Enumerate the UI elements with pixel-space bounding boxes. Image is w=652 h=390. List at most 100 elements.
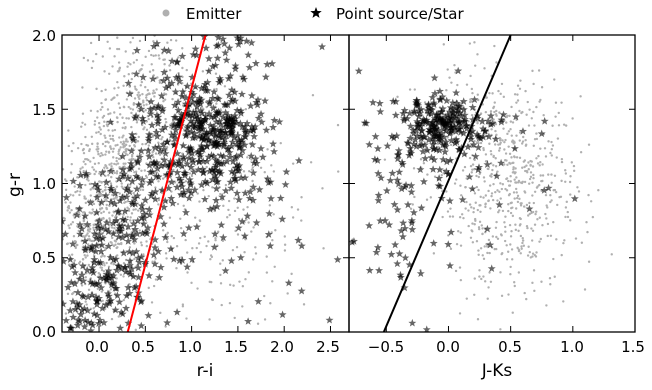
star-point <box>205 109 214 118</box>
emitter-point <box>103 166 106 169</box>
emitter-point <box>219 108 222 111</box>
star-point <box>145 210 154 219</box>
star-point <box>400 114 409 123</box>
emitter-point <box>219 273 222 277</box>
emitter-point <box>274 229 277 232</box>
star-point <box>470 95 479 104</box>
star-point <box>197 124 206 133</box>
star-point <box>90 279 99 287</box>
emitter-point <box>426 173 429 176</box>
star-point <box>167 194 176 202</box>
star-point <box>459 129 468 137</box>
star-point <box>220 39 229 48</box>
emitter-point <box>540 86 544 89</box>
emitter-point <box>554 101 558 104</box>
star-point <box>219 152 228 160</box>
emitter-point <box>553 275 556 278</box>
star-point <box>151 243 159 252</box>
star-point <box>233 106 242 114</box>
emitter-point <box>290 206 294 209</box>
emitter-point <box>477 227 481 231</box>
star-point <box>216 126 225 135</box>
emitter-point <box>123 127 127 130</box>
emitter-point <box>81 121 84 124</box>
star-point <box>224 111 233 119</box>
star-point <box>435 114 444 123</box>
emitter-point <box>131 52 135 55</box>
emitter-point <box>492 105 496 108</box>
star-point <box>238 137 247 146</box>
star-point <box>417 203 426 212</box>
emitter-point <box>116 162 120 165</box>
emitter-point <box>144 55 147 59</box>
star-point <box>186 163 195 171</box>
star-point <box>132 46 141 54</box>
emitter-point <box>101 116 105 119</box>
emitter-point <box>496 237 500 240</box>
star-point <box>424 101 433 109</box>
star-point <box>221 128 230 137</box>
star-point <box>237 90 246 98</box>
emitter-point <box>67 224 70 227</box>
emitter-point <box>224 183 228 187</box>
emitter-point <box>513 281 516 284</box>
star-point <box>62 217 67 225</box>
emitter-point <box>473 293 476 296</box>
star-point <box>431 125 440 134</box>
right-xtick-3: 1.0 <box>560 338 584 356</box>
emitter-point <box>560 179 563 183</box>
emitter-point <box>570 161 574 164</box>
emitter-point <box>522 244 526 247</box>
emitter-point <box>498 147 502 150</box>
emitter-point <box>99 132 102 136</box>
emitter-point <box>498 149 501 152</box>
star-point <box>66 306 75 315</box>
emitter-point <box>90 212 93 215</box>
emitter-point <box>181 47 184 50</box>
emitter-point <box>536 162 540 165</box>
star-point <box>417 126 426 135</box>
star-point <box>201 111 210 120</box>
emitter-point <box>412 167 416 170</box>
emitter-point <box>79 167 82 170</box>
emitter-point <box>175 267 178 270</box>
star-point <box>540 186 549 194</box>
star-point <box>104 242 113 250</box>
emitter-point <box>119 146 122 149</box>
emitter-point <box>527 124 531 127</box>
emitter-point <box>419 158 423 161</box>
star-point <box>376 107 385 116</box>
star-point <box>236 150 245 159</box>
star-point <box>160 203 169 211</box>
star-point <box>189 122 198 131</box>
emitter-point <box>525 297 528 301</box>
emitter-point <box>457 229 460 233</box>
emitter-point <box>117 61 121 64</box>
emitter-point <box>140 80 144 84</box>
star-point <box>438 92 447 101</box>
star-point <box>79 276 88 285</box>
emitter-point <box>104 88 107 92</box>
emitter-point <box>532 269 536 272</box>
star-point <box>92 241 101 250</box>
star-point <box>131 225 140 233</box>
emitter-point <box>494 129 497 133</box>
star-point <box>94 220 103 229</box>
emitter-point <box>162 58 165 62</box>
star-point <box>205 99 214 108</box>
emitter-point <box>105 203 108 207</box>
star-point <box>202 141 211 150</box>
emitter-point <box>117 315 120 318</box>
emitter-point <box>209 258 212 261</box>
star-point <box>445 115 454 123</box>
emitter-point <box>265 255 268 258</box>
emitter-point <box>471 168 474 171</box>
star-point <box>439 132 448 141</box>
emitter-point <box>130 125 133 129</box>
star-point <box>118 193 127 201</box>
emitter-point <box>469 164 473 168</box>
emitter-point <box>528 201 531 205</box>
emitter-point <box>87 243 90 246</box>
star-point <box>93 311 102 319</box>
star-point <box>266 177 275 186</box>
